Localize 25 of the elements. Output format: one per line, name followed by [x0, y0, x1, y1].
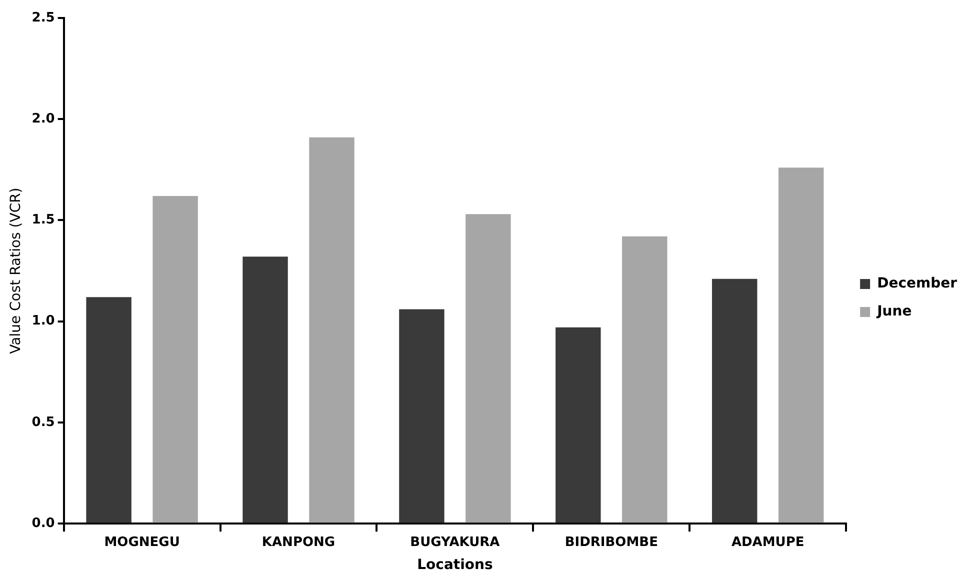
bar	[309, 137, 354, 523]
bar	[466, 214, 511, 523]
bar	[399, 309, 444, 523]
x-tick-label: MOGNEGU	[104, 534, 180, 550]
bar	[242, 256, 288, 523]
legend-label: June	[876, 304, 912, 320]
bar	[86, 297, 132, 523]
x-tick-label: KANPONG	[262, 534, 336, 550]
y-axis-title: Value Cost Ratios (VCR)	[8, 188, 24, 354]
bar	[556, 327, 601, 523]
legend-label: December	[877, 276, 958, 292]
bar	[712, 278, 758, 523]
x-tick-label: ADAMUPE	[731, 534, 804, 550]
y-tick-label: 2.5	[32, 10, 55, 26]
x-tick-label: BUGYAKURA	[410, 534, 500, 550]
y-tick-label: 0.5	[32, 414, 55, 430]
y-tick-label: 1.0	[32, 314, 55, 329]
x-axis-title: Locations	[417, 557, 493, 574]
x-tick-label: BIDRIBOMBE	[564, 534, 658, 550]
bar	[622, 236, 668, 523]
y-tick-label: 1.5	[32, 212, 55, 228]
bar	[778, 168, 824, 523]
bar	[152, 196, 198, 523]
y-tick-label: 0.0	[32, 516, 55, 531]
y-tick-label: 2.0	[32, 111, 55, 126]
